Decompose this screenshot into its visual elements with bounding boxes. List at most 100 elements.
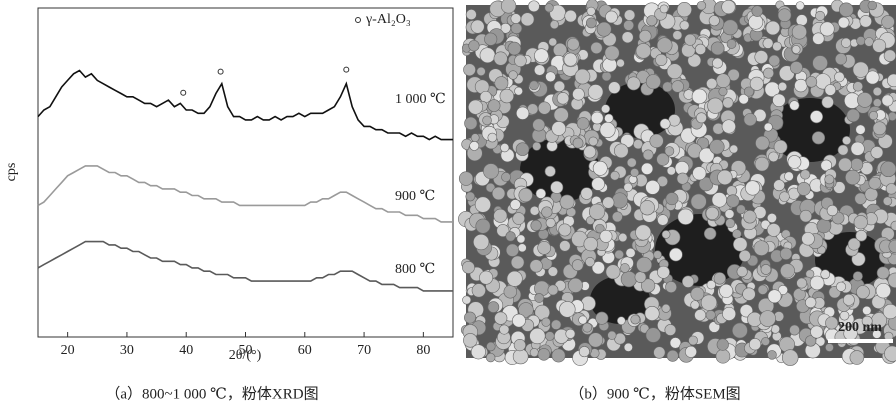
sem-particle bbox=[532, 118, 546, 132]
sem-particle bbox=[595, 223, 605, 234]
sem-particle bbox=[500, 143, 510, 153]
sem-particle bbox=[530, 219, 542, 232]
series-label: 800 ℃ bbox=[395, 262, 435, 277]
sem-particle bbox=[881, 94, 894, 107]
sem-particle bbox=[849, 350, 865, 365]
sem-particle bbox=[791, 45, 801, 54]
sem-particle bbox=[859, 15, 872, 28]
sem-particle bbox=[514, 86, 523, 96]
sem-particle bbox=[500, 0, 517, 14]
legend-marker bbox=[355, 17, 361, 23]
sem-particle bbox=[470, 133, 480, 143]
sem-particle bbox=[707, 97, 724, 114]
sem-particle bbox=[852, 61, 869, 78]
sem-particle bbox=[578, 346, 590, 358]
sem-particle bbox=[840, 37, 852, 48]
sem-particle bbox=[623, 19, 635, 31]
sem-particle bbox=[494, 76, 509, 91]
sem-particle bbox=[855, 124, 866, 135]
sem-particle bbox=[721, 119, 736, 134]
sem-particle bbox=[725, 218, 736, 229]
sem-particle bbox=[623, 182, 633, 192]
sem-particle bbox=[471, 283, 486, 298]
sem-particle bbox=[604, 113, 614, 123]
sem-particle bbox=[576, 117, 590, 130]
sem-particle bbox=[762, 37, 774, 49]
sem-particle bbox=[727, 68, 740, 82]
sem-particle bbox=[547, 284, 559, 296]
sem-particle bbox=[692, 166, 707, 181]
sem-particle bbox=[880, 161, 896, 178]
sem-particle bbox=[601, 71, 612, 82]
sem-particle bbox=[821, 95, 834, 109]
sem-particle bbox=[857, 92, 873, 108]
sem-particle bbox=[551, 121, 567, 136]
sem-particle bbox=[694, 309, 707, 322]
sem-particle bbox=[837, 144, 849, 156]
sem-particle bbox=[458, 171, 474, 186]
sem-particle bbox=[666, 166, 676, 176]
sem-particle bbox=[533, 64, 546, 76]
sem-particle bbox=[605, 10, 618, 24]
sem-particle bbox=[516, 234, 526, 244]
sem-particle bbox=[787, 155, 802, 169]
sem-particle bbox=[825, 316, 839, 330]
sem-particle bbox=[856, 36, 866, 46]
sem-particle bbox=[743, 113, 757, 127]
sem-particle bbox=[722, 19, 739, 36]
sem-particle bbox=[867, 0, 878, 11]
sem-particle bbox=[476, 66, 486, 77]
sem-particle bbox=[812, 55, 828, 71]
sem-particle bbox=[842, 135, 852, 146]
sem-particle bbox=[535, 188, 547, 199]
sem-particle bbox=[800, 169, 811, 180]
sem-particle bbox=[602, 196, 615, 209]
sem-particle bbox=[512, 348, 529, 365]
sem-particle bbox=[763, 67, 775, 79]
sem-particle bbox=[706, 280, 716, 290]
sem-particle bbox=[706, 78, 718, 90]
sem-particle bbox=[547, 266, 559, 277]
sem-particle bbox=[556, 92, 570, 105]
sem-particle bbox=[695, 112, 707, 124]
sem-particle bbox=[583, 236, 598, 252]
sem-particle bbox=[636, 256, 653, 273]
sem-particle bbox=[550, 180, 564, 194]
sem-particle bbox=[666, 349, 679, 362]
sem-particle bbox=[501, 172, 511, 182]
sem-particle bbox=[623, 9, 636, 21]
sem-particle bbox=[690, 300, 700, 310]
sem-particle bbox=[717, 169, 733, 186]
sem-particle bbox=[834, 71, 845, 83]
sem-particle bbox=[820, 159, 833, 172]
sem-particle bbox=[483, 163, 499, 180]
sem-particle bbox=[768, 54, 781, 67]
sem-particle bbox=[890, 220, 896, 231]
sem-particle bbox=[770, 324, 780, 334]
sem-particle bbox=[601, 104, 611, 114]
sem-particle bbox=[712, 57, 723, 69]
sem-particle bbox=[462, 295, 472, 305]
sem-particle bbox=[463, 333, 478, 348]
sem-particle bbox=[779, 191, 790, 202]
sem-particle bbox=[847, 237, 861, 251]
sem-particle bbox=[487, 132, 498, 143]
sem-particle bbox=[716, 338, 729, 351]
sem-particle bbox=[587, 84, 604, 100]
sem-particle bbox=[882, 303, 896, 320]
sem-particle bbox=[789, 100, 800, 111]
sem-particle bbox=[743, 86, 754, 97]
sem-particle bbox=[656, 152, 670, 166]
sem-particle bbox=[842, 293, 855, 306]
sem-particle bbox=[760, 264, 772, 275]
sem-particle bbox=[503, 284, 518, 299]
sem-particle bbox=[479, 270, 494, 285]
sem-particle bbox=[757, 284, 768, 295]
sem-particle bbox=[516, 106, 530, 120]
sem-particle bbox=[777, 81, 788, 92]
sem-particle bbox=[509, 199, 521, 211]
sem-particle bbox=[872, 121, 887, 136]
sem-particle bbox=[510, 255, 525, 270]
sem-particle bbox=[838, 2, 854, 18]
